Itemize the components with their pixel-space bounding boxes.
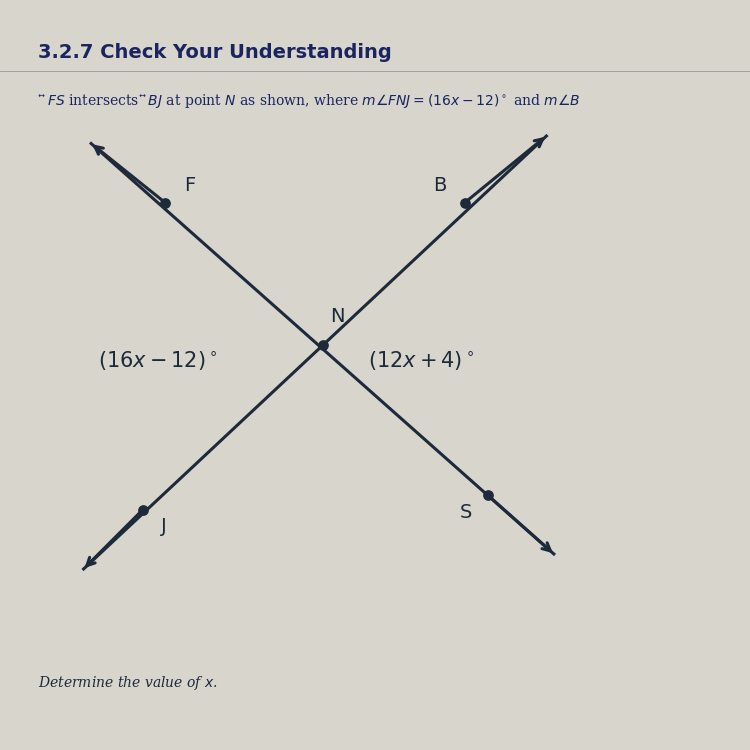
Text: B: B xyxy=(433,176,446,195)
Point xyxy=(136,504,148,516)
Text: F: F xyxy=(184,176,195,195)
Text: $(16x - 12)^\circ$: $(16x - 12)^\circ$ xyxy=(98,349,218,371)
Point xyxy=(482,489,494,501)
Point xyxy=(159,196,171,208)
Text: $(12x + 4)^\circ$: $(12x + 4)^\circ$ xyxy=(368,349,473,371)
Text: $\overleftrightarrow{FS}$ intersects $\overleftrightarrow{BJ}$ at point $N$ as s: $\overleftrightarrow{FS}$ intersects $\o… xyxy=(38,92,580,110)
Text: N: N xyxy=(330,308,344,326)
Point xyxy=(459,196,471,208)
Text: J: J xyxy=(161,518,167,536)
Text: S: S xyxy=(460,503,472,521)
Text: 3.2.7 Check Your Understanding: 3.2.7 Check Your Understanding xyxy=(38,43,392,62)
Point xyxy=(316,339,328,351)
Text: Determine the value of $x$.: Determine the value of $x$. xyxy=(38,674,218,692)
